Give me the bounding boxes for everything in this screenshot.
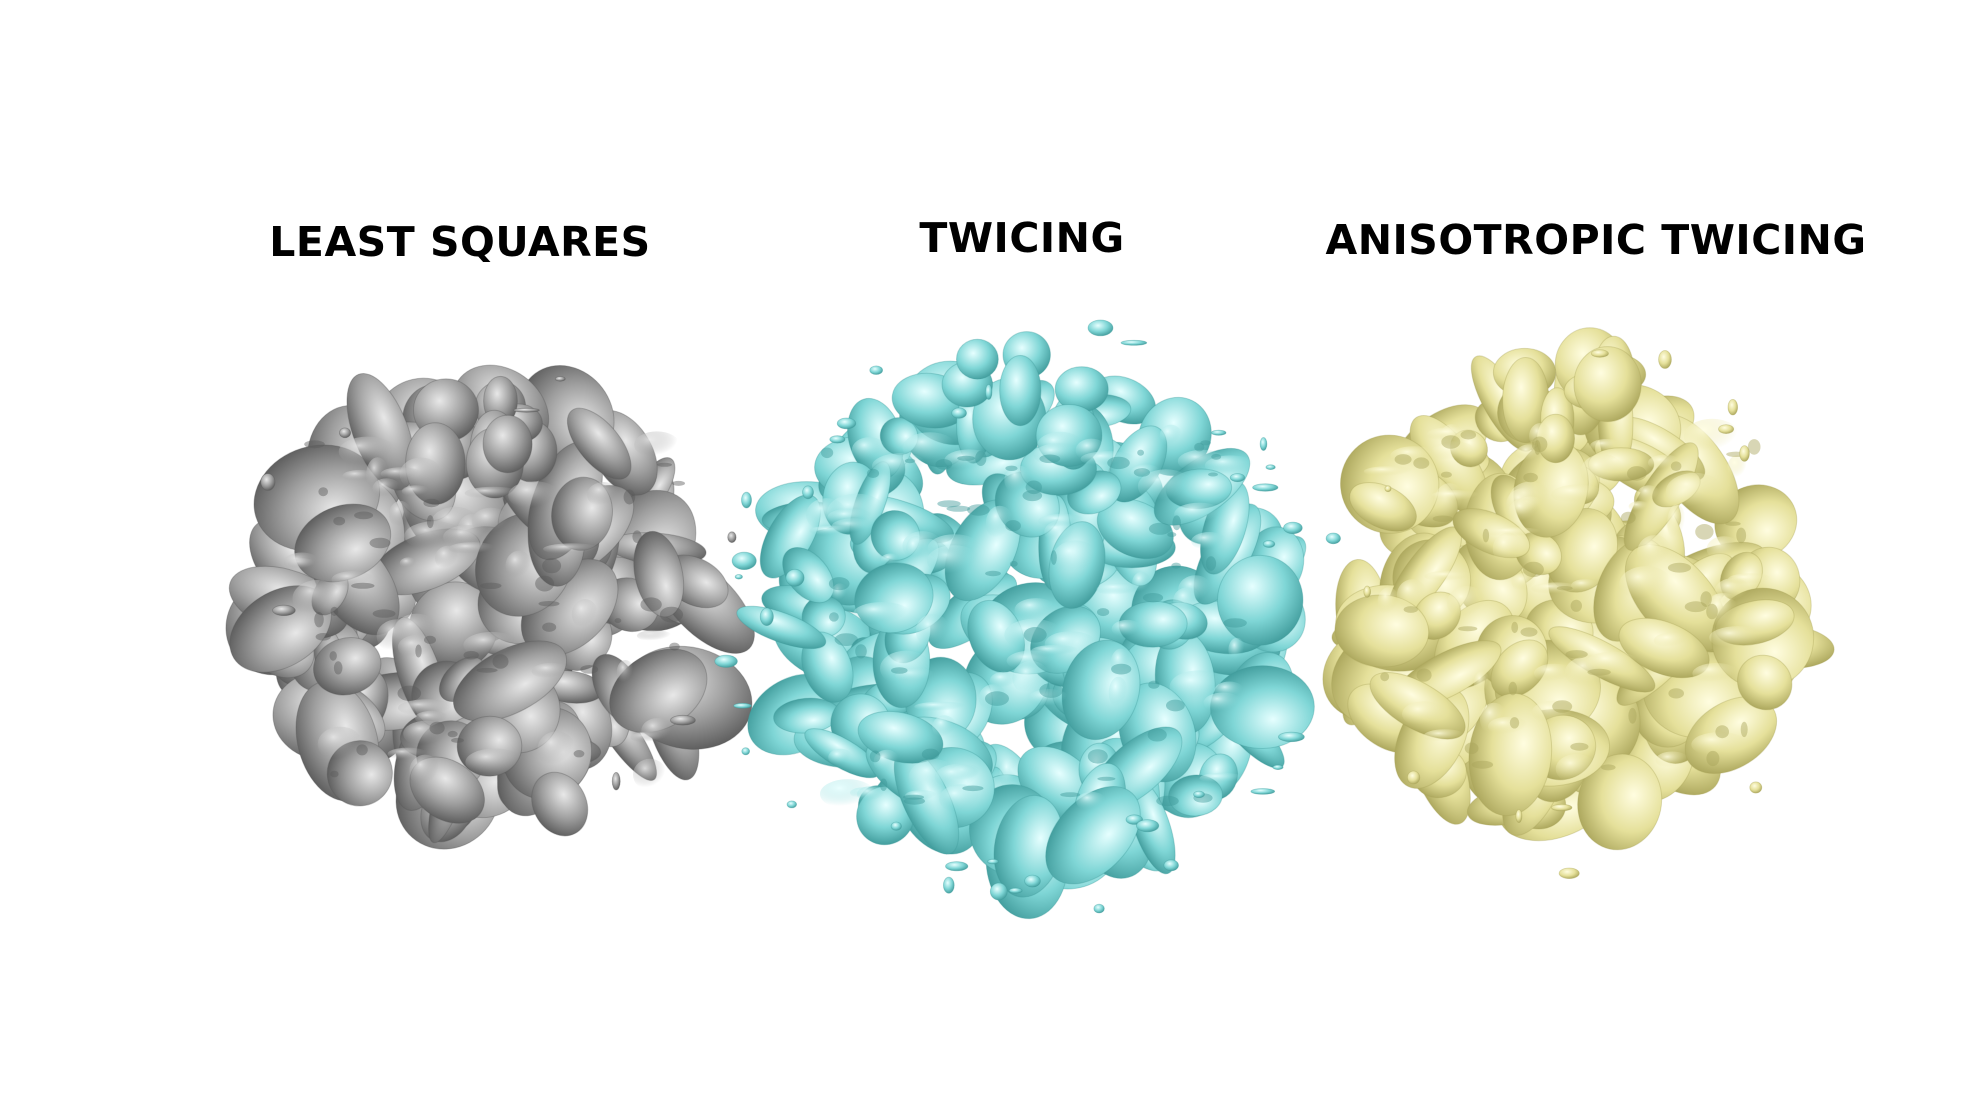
density-map-twicing (714, 280, 1341, 920)
density-map-anisotropic-twicing (1300, 290, 1840, 880)
density-map-twicing-image (714, 319, 1341, 920)
label-twicing: TWICING (919, 214, 1125, 262)
density-map-anisotropic-twicing-image (1322, 327, 1835, 880)
density-map-least-squares-image (225, 364, 755, 850)
label-least-squares: LEAST SQUARES (269, 218, 651, 266)
label-anisotropic-twicing: ANISOTROPIC TWICING (1325, 216, 1867, 264)
density-map-least-squares (220, 300, 760, 860)
